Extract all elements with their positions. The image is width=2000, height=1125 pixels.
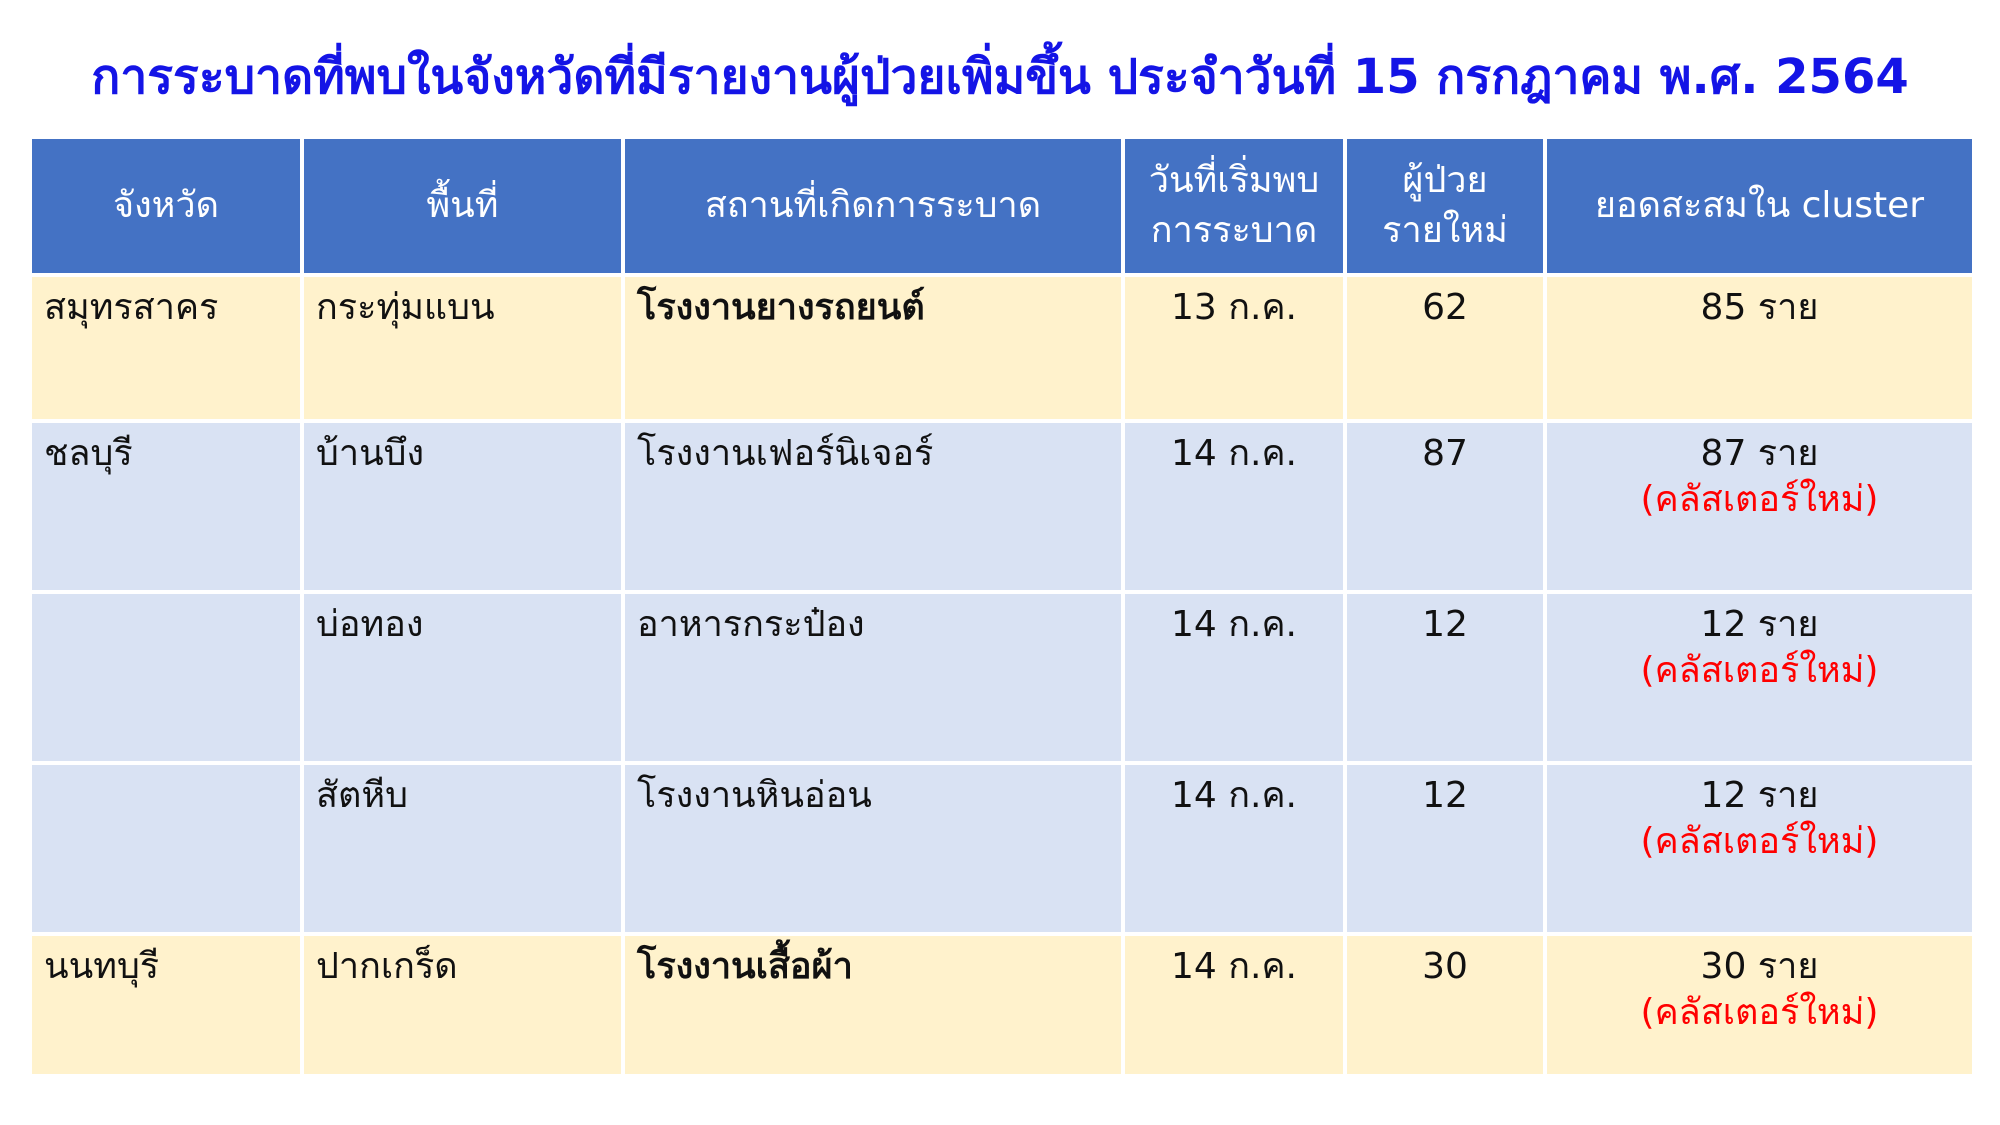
cell-province: สมุทรสาคร xyxy=(28,273,304,423)
cell-area: บ้านบึง xyxy=(300,419,625,594)
cumulative-value: 12 ราย xyxy=(1700,604,1819,645)
cell-province xyxy=(28,590,304,765)
cell-new-cases: 62 xyxy=(1343,273,1547,423)
header-place: สถานที่เกิดการระบาด xyxy=(621,135,1125,277)
cell-start-date: 14 ก.ค. xyxy=(1121,419,1347,594)
cell-start-date: 14 ก.ค. xyxy=(1121,761,1347,936)
new-cluster-note: (คลัสเตอร์ใหม่) xyxy=(1640,992,1879,1033)
table-row: นนทบุรี ปากเกร็ด โรงงานเสื้อผ้า 14 ก.ค. 30 30… xyxy=(28,932,1976,1078)
new-cluster-note: (คลัสเตอร์ใหม่) xyxy=(1640,650,1879,691)
cell-place: โรงงานเฟอร์นิเจอร์ xyxy=(621,419,1125,594)
cell-province: นนทบุรี xyxy=(28,932,304,1078)
cell-area: สัตหีบ xyxy=(300,761,625,936)
cumulative-value: 85 ราย xyxy=(1700,287,1819,328)
cell-start-date: 13 ก.ค. xyxy=(1121,273,1347,423)
cell-cumulative: 12 ราย (คลัสเตอร์ใหม่) xyxy=(1543,761,1976,936)
cell-province: ชลบุรี xyxy=(28,419,304,594)
header-new-cases: ผู้ป่วยรายใหม่ xyxy=(1343,135,1547,277)
cell-area: บ่อทอง xyxy=(300,590,625,765)
table-row: บ่อทอง อาหารกระป๋อง 14 ก.ค. 12 12 ราย (คลัสเต… xyxy=(28,590,1976,765)
table-header-row: จังหวัด พื้นที่ สถานที่เกิดการระบาด วันท… xyxy=(28,135,1976,277)
cell-start-date: 14 ก.ค. xyxy=(1121,590,1347,765)
cell-place: อาหารกระป๋อง xyxy=(621,590,1125,765)
table-row: สัตหีบ โรงงานหินอ่อน 14 ก.ค. 12 12 ราย (คลัสเ… xyxy=(28,761,1976,936)
header-new-line2: รายใหม่ xyxy=(1382,210,1508,251)
cell-place: โรงงานยางรถยนต์ xyxy=(621,273,1125,423)
page-title: การระบาดที่พบในจังหวัดที่มีรายงานผู้ป่วย… xyxy=(91,49,1909,105)
cell-cumulative: 30 ราย (คลัสเตอร์ใหม่) xyxy=(1543,932,1976,1078)
cell-start-date: 14 ก.ค. xyxy=(1121,932,1347,1078)
cell-new-cases: 12 xyxy=(1343,590,1547,765)
cumulative-value: 12 ราย xyxy=(1700,775,1819,816)
cumulative-value: 87 ราย xyxy=(1700,433,1819,474)
cell-place: โรงงานเสื้อผ้า xyxy=(621,932,1125,1078)
new-cluster-note: (คลัสเตอร์ใหม่) xyxy=(1640,479,1879,520)
header-start-line2: การระบาด xyxy=(1150,210,1318,251)
cell-cumulative: 87 ราย (คลัสเตอร์ใหม่) xyxy=(1543,419,1976,594)
header-province: จังหวัด xyxy=(28,135,304,277)
cell-cumulative: 12 ราย (คลัสเตอร์ใหม่) xyxy=(1543,590,1976,765)
header-new-line1: ผู้ป่วย xyxy=(1402,160,1488,201)
cell-new-cases: 30 xyxy=(1343,932,1547,1078)
table-row: ชลบุรี บ้านบึง โรงงานเฟอร์นิเจอร์ 14 ก.ค. 87… xyxy=(28,419,1976,594)
header-area: พื้นที่ xyxy=(300,135,625,277)
header-start-line1: วันที่เริ่มพบ xyxy=(1148,160,1320,201)
cell-new-cases: 12 xyxy=(1343,761,1547,936)
cell-province xyxy=(28,761,304,936)
outbreak-table: จังหวัด พื้นที่ สถานที่เกิดการระบาด วันท… xyxy=(28,135,1976,1078)
new-cluster-note: (คลัสเตอร์ใหม่) xyxy=(1640,821,1879,862)
cell-area: ปากเกร็ด xyxy=(300,932,625,1078)
header-cumulative: ยอดสะสมใน cluster xyxy=(1543,135,1976,277)
cumulative-value: 30 ราย xyxy=(1700,946,1819,987)
cell-place: โรงงานหินอ่อน xyxy=(621,761,1125,936)
cell-new-cases: 87 xyxy=(1343,419,1547,594)
cell-cumulative: 85 ราย xyxy=(1543,273,1976,423)
table-row: สมุทรสาคร กระทุ่มแบน โรงงานยางรถยนต์ 13 ก.ค… xyxy=(28,273,1976,423)
header-start-date: วันที่เริ่มพบการระบาด xyxy=(1121,135,1347,277)
cell-area: กระทุ่มแบน xyxy=(300,273,625,423)
